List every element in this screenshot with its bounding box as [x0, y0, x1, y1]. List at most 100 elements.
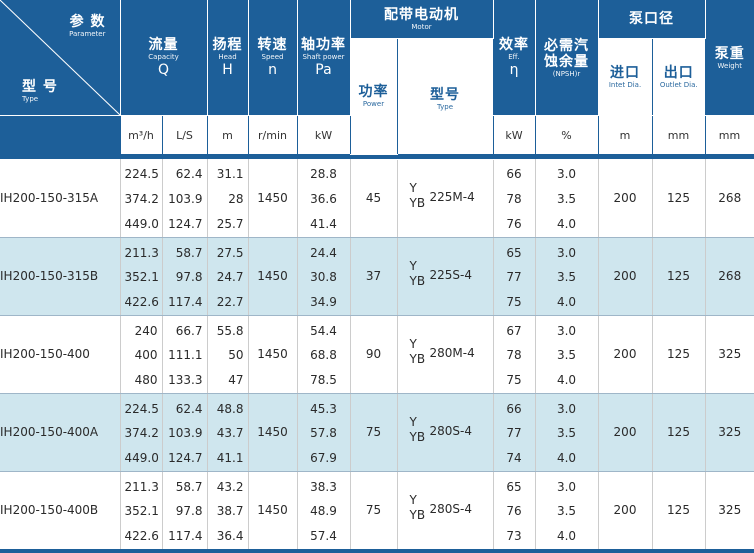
- capacity-ls: 62.4 103.9 124.7: [162, 159, 208, 237]
- row-divider: [0, 236, 754, 238]
- weight-value: 325: [705, 471, 754, 549]
- efficiency-value: 67 78 75: [493, 315, 536, 393]
- capacity-m3h: 211.3 352.1 422.6: [120, 237, 163, 315]
- unit-inlet: mm: [652, 115, 706, 154]
- capacity-m3h: 224.5 374.2 449.0: [120, 159, 163, 237]
- outlet-value: 125: [652, 471, 706, 549]
- capacity-m3h: 211.3 352.1 422.6: [120, 471, 163, 549]
- pump-type: IH200-150-400B: [0, 471, 121, 549]
- table-row: IH200-150-400B 211.3 352.1 422.6 58.7 97.8 1…: [0, 471, 754, 549]
- shaft-power-value: 38.3 48.9 57.4: [297, 471, 351, 549]
- table-row: IH200-150-315A 224.5 374.2 449.0 62.4 103.9…: [0, 159, 754, 237]
- row-divider: [0, 392, 754, 394]
- table-row: IH200-150-400 240 400 480 66.7 111.1 133.3 5…: [0, 315, 754, 393]
- header-weight: 泵重 Weight: [705, 0, 754, 116]
- header-divider: [0, 154, 754, 159]
- shaft-power-value: 28.8 36.6 41.4: [297, 159, 351, 237]
- outlet-value: 125: [652, 315, 706, 393]
- weight-value: 325: [705, 315, 754, 393]
- pump-type: IH200-150-400: [0, 315, 121, 393]
- inlet-value: 200: [598, 315, 653, 393]
- unit-shaft-power: kW: [297, 115, 351, 154]
- row-divider: [0, 470, 754, 472]
- capacity-ls: 66.7 111.1 133.3: [162, 315, 208, 393]
- header-head: 扬程 Head H: [207, 0, 249, 116]
- weight-value: 268: [705, 237, 754, 315]
- head-value: 43.2 38.7 36.4: [207, 471, 249, 549]
- header-shaft-power: 轴功率 Shaft power Pa: [297, 0, 351, 116]
- capacity-m3h: 240 400 480: [120, 315, 163, 393]
- speed-value: 1450: [248, 315, 298, 393]
- shaft-power-value: 24.4 30.8 34.9: [297, 237, 351, 315]
- header-motor-power: 功率 Power: [350, 38, 398, 155]
- inlet-value: 200: [598, 159, 653, 237]
- pump-type: IH200-150-400A: [0, 393, 121, 471]
- motor-power-value: 37: [350, 237, 398, 315]
- motor-power-value: 45: [350, 159, 398, 237]
- unit-capacity-ls: L/S: [162, 115, 208, 154]
- efficiency-value: 66 77 74: [493, 393, 536, 471]
- outlet-value: 125: [652, 159, 706, 237]
- header-efficiency: 效率 Eff. η: [493, 0, 536, 116]
- diagonal-line: [0, 0, 120, 115]
- table-row: IH200-150-400A 224.5 374.2 449.0 62.4 103.9…: [0, 393, 754, 471]
- header-motor-type: 型号 Type: [397, 38, 494, 160]
- motor-power-value: 90: [350, 315, 398, 393]
- npsh-value: 3.0 3.5 4.0: [535, 237, 599, 315]
- motor-power-value: 75: [350, 471, 398, 549]
- shaft-power-value: 45.3 57.8 67.9: [297, 393, 351, 471]
- header-motor: 配带电动机 Motor: [350, 0, 494, 39]
- header-outlet: 出口 Outlet Dia.: [652, 38, 705, 116]
- speed-value: 1450: [248, 393, 298, 471]
- speed-value: 1450: [248, 159, 298, 237]
- efficiency-value: 65 76 73: [493, 471, 536, 549]
- capacity-ls: 62.4 103.9 124.7: [162, 393, 208, 471]
- corner-parameter-zh: 参 数: [69, 14, 106, 30]
- efficiency-value: 65 77 75: [493, 237, 536, 315]
- motor-type-value: Y YB 280M-4: [397, 315, 494, 393]
- speed-value: 1450: [248, 471, 298, 549]
- header-capacity: 流量 Capacity Q: [120, 0, 208, 116]
- corner-parameter-en: Parameter: [69, 30, 106, 38]
- efficiency-value: 66 78 76: [493, 159, 536, 237]
- row-divider: [0, 314, 754, 316]
- motor-type-value: Y YB 225S-4: [397, 237, 494, 315]
- head-value: 31.1 28 25.7: [207, 159, 249, 237]
- unit-speed: r/min: [248, 115, 298, 154]
- motor-power-value: 75: [350, 393, 398, 471]
- outlet-value: 125: [652, 393, 706, 471]
- shaft-power-value: 54.4 68.8 78.5: [297, 315, 351, 393]
- pump-type: IH200-150-315A: [0, 159, 121, 237]
- weight-value: 325: [705, 393, 754, 471]
- unit-outlet: mm: [705, 115, 754, 154]
- motor-type-value: Y YB 225M-4: [397, 159, 494, 237]
- head-value: 55.8 50 47: [207, 315, 249, 393]
- unit-type: [0, 115, 121, 154]
- header-caliber: 泵口径: [598, 0, 706, 39]
- capacity-m3h: 224.5 374.2 449.0: [120, 393, 163, 471]
- motor-type-value: Y YB 280S-4: [397, 393, 494, 471]
- header-inlet: 进口 Intet Dia.: [598, 38, 653, 116]
- npsh-value: 3.0 3.5 4.0: [535, 393, 599, 471]
- header-speed: 转速 Speed n: [248, 0, 298, 116]
- unit-efficiency: %: [535, 115, 599, 154]
- capacity-ls: 58.7 97.8 117.4: [162, 237, 208, 315]
- outlet-value: 125: [652, 237, 706, 315]
- corner-type-en: Type: [22, 95, 39, 103]
- unit-head: m: [207, 115, 249, 154]
- header-corner: 参 数 Parameter 型 号 Type: [0, 0, 121, 116]
- inlet-value: 200: [598, 393, 653, 471]
- unit-npsh: m: [598, 115, 653, 154]
- unit-motor-power: kW: [493, 115, 536, 154]
- unit-capacity-m3h: m³/h: [120, 115, 163, 154]
- npsh-value: 3.0 3.5 4.0: [535, 315, 599, 393]
- header-npsh: 必需汽 蚀余量 (NPSH)r: [535, 0, 599, 116]
- inlet-value: 200: [598, 471, 653, 549]
- weight-value: 268: [705, 159, 754, 237]
- npsh-value: 3.0 3.5 4.0: [535, 159, 599, 237]
- bottom-bar: [0, 548, 754, 553]
- corner-type-zh: 型 号: [22, 79, 58, 95]
- capacity-ls: 58.7 97.8 117.4: [162, 471, 208, 549]
- head-value: 27.5 24.7 22.7: [207, 237, 249, 315]
